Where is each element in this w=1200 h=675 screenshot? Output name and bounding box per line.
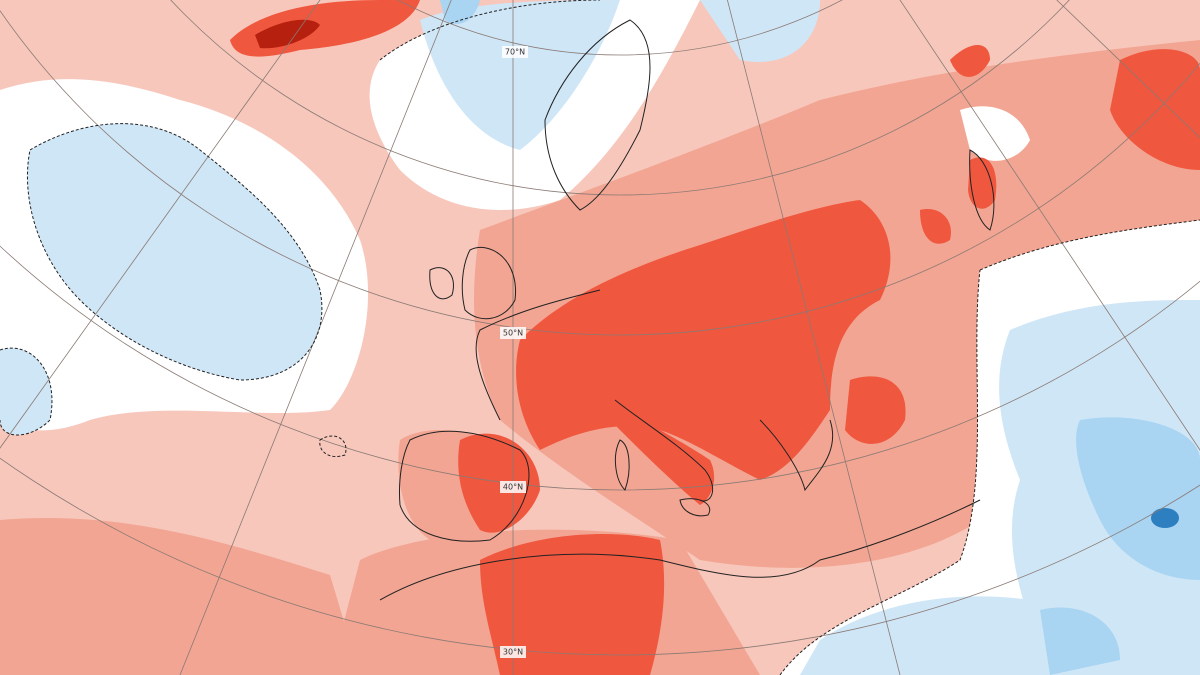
coastlines-shape — [679, 498, 711, 517]
graticule-shape — [0, 9, 1200, 336]
zero-contours-shape — [27, 123, 323, 381]
latitude-label: 40°N — [503, 483, 523, 492]
graticule-shape — [899, 0, 1200, 451]
anomaly-greenland-shape — [255, 19, 320, 49]
anomaly-warm-strong-shape — [480, 534, 665, 675]
coastlines-shape — [429, 267, 454, 300]
anomaly-cold-light-shape — [420, 0, 620, 150]
coastlines-shape — [969, 149, 995, 231]
anomaly-greenland — [230, 0, 420, 57]
graticule-shape — [726, 0, 901, 675]
label-background — [502, 46, 528, 58]
anomaly-warm-strong-shape — [950, 45, 990, 77]
coastlines-shape — [759, 419, 834, 492]
graticule-shape — [0, 245, 1200, 491]
anomaly-warm-strong-shape — [1110, 49, 1200, 171]
graticule-shape — [0, 457, 1200, 656]
anomaly-warm-strong-shape — [920, 209, 951, 244]
latitude-label: 50°N — [503, 329, 523, 338]
coastlines-shape — [614, 439, 630, 491]
anomaly-warm-strong-shape — [968, 157, 997, 209]
anomaly-cold-light-shape — [700, 0, 820, 62]
label-background — [500, 327, 526, 339]
zero-contours-shape — [319, 435, 347, 457]
latitude-labels: 70°N 50°N 40°N 30°N — [500, 46, 528, 658]
graticule-shape — [397, 0, 843, 56]
coastlines-shape — [461, 247, 516, 320]
zero-contours-shape — [779, 269, 981, 675]
anomaly-cold-medium — [440, 0, 1200, 675]
graticule-shape — [179, 0, 452, 675]
latitude-label: 70°N — [505, 48, 525, 57]
coastlines-shape — [399, 430, 530, 542]
coastlines-shape — [379, 499, 981, 601]
anomaly-cold-light-shape — [800, 596, 1060, 675]
anomaly-cold-light-shape — [27, 123, 322, 381]
anomaly-cold-medium-shape — [1076, 417, 1200, 580]
anomaly-moderate-shape — [0, 518, 360, 675]
zero-contours-shape — [979, 219, 1200, 271]
anomaly-warm-strong-shape — [845, 376, 906, 444]
zero-contours-shape — [379, 0, 601, 61]
graticule-shape — [170, 0, 1070, 196]
graticule-shape — [0, 0, 321, 449]
anomaly-cold-medium-shape — [440, 0, 480, 24]
label-background — [500, 481, 526, 493]
coastlines-shape — [614, 399, 714, 502]
latitude-label: 30°N — [503, 648, 523, 657]
anomaly-warm-strong-shape — [610, 400, 715, 505]
anomaly-cold-light-shape — [0, 348, 52, 435]
anomaly-cold-medium-shape — [1040, 607, 1120, 675]
coastlines-shape — [475, 289, 601, 421]
coastlines-shape — [544, 19, 651, 211]
coastlines — [379, 19, 995, 601]
label-background — [500, 646, 526, 658]
anomaly-cold-white-shape — [960, 106, 1030, 161]
anomaly-warm-strong-shape — [458, 433, 540, 533]
anomaly-cold-strong — [1151, 508, 1179, 528]
